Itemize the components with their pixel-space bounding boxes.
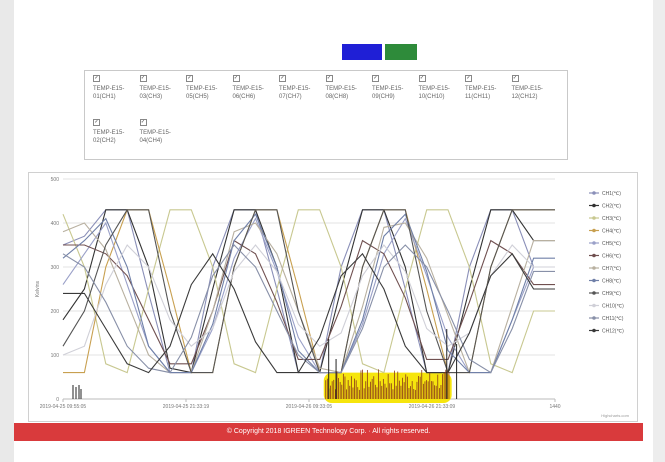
channel-label: TEMP-E15-12(CH12) [511,86,543,100]
y-axis-label: Kelvins [35,280,41,297]
channel-checkbox[interactable]: ✓ [186,75,193,82]
x-tick-label: 2019-04-26 09:33:05 [286,404,333,410]
legend-item: CH12(℃) [602,329,624,335]
legend-marker [592,216,596,220]
channel-checkbox[interactable]: ✓ [372,75,379,82]
series-line [63,239,555,365]
channel-checkbox[interactable]: ✓ [139,75,147,82]
channel-label: TEMP-E15-05(CH5) [186,86,218,100]
legend-item: CH5(℃) [602,241,621,247]
channel-label: TEMP-E15-01(CH1) [93,86,125,100]
legend-item: CH2(℃) [602,204,621,210]
channel-checkbox[interactable]: ✓ [325,75,333,82]
channel-label: TEMP-E15-06(CH6) [232,86,264,100]
channel-checkbox[interactable]: ✓ [139,119,147,126]
temperature-chart: 0 100 200 300 400 500 Kelvins 2019-04-25 09:55:… [28,172,638,422]
channel-checkbox[interactable]: ✓ [93,119,100,126]
x-tick-label: 2019-04-26 21:33:09 [409,404,456,410]
channel-checkbox[interactable]: ✓ [418,75,426,82]
legend-item: CH3(℃) [602,216,621,222]
series-line [62,209,555,374]
channel-option[interactable]: ✓ TEMP-E15-04(CH4) [139,119,182,145]
legend-item: CH9(℃) [602,291,621,297]
legend-marker [592,278,596,283]
x-tick-label: 2019-04-25 21:33:19 [163,404,210,410]
y-tick-label: 300 [51,265,60,271]
channel-option[interactable]: ✓ TEMP-E15-06(CH6) [232,75,275,101]
legend-marker [592,253,596,258]
right-margin [653,0,665,462]
channel-label: TEMP-E15-09(CH9) [372,86,404,100]
series-line [62,209,555,374]
y-tick-label: 200 [51,309,60,315]
y-tick-label: 0 [56,397,59,403]
channel-label: TEMP-E15-08(CH8) [325,86,357,100]
channel-option[interactable]: ✓ TEMP-E15-05(CH5) [186,75,228,101]
legend-marker [592,266,596,270]
secondary-action-button[interactable] [385,44,417,60]
series-line [62,213,555,374]
legend-item: CH11(℃) [602,316,624,322]
channel-checkbox[interactable]: ✓ [279,75,286,82]
legend-marker [592,328,596,333]
legend-marker [592,291,596,295]
legend-marker [592,316,596,320]
primary-action-button[interactable] [342,44,382,60]
channel-label: TEMP-E15-10(CH10) [418,86,450,100]
legend-item: CH8(℃) [602,279,621,285]
channel-checkbox[interactable]: ✓ [465,75,472,82]
legend-item: CH6(℃) [602,254,621,260]
footer-bar: © Copyright 2018 IGREEN Technology Corp.… [14,423,643,441]
left-margin [0,0,14,462]
legend-marker [592,228,596,233]
highlight-region [323,372,452,403]
legend-marker [592,241,596,245]
channel-option[interactable]: ✓ TEMP-E15-03(CH3) [139,75,182,101]
x-tick-label: 1440 [549,404,560,410]
y-tick-label: 500 [51,177,60,183]
x-tick-label: 2019-04-25 09:55:05 [40,404,87,410]
channel-checkbox[interactable]: ✓ [511,75,519,82]
chart-svg: 0 100 200 300 400 500 Kelvins 2019-04-25 09:55:… [35,177,630,418]
channel-label: TEMP-E15-07(CH7) [279,86,311,100]
channel-selector-panel: ✓ TEMP-E15-01(CH1) ✓ TEMP-E15-03(CH3) ✓ TEMP-… [84,70,568,160]
channel-option[interactable]: ✓ TEMP-E15-08(CH8) [325,75,368,101]
legend-marker [592,303,596,308]
chart-credit: Highcharts.com [601,413,629,418]
channel-option[interactable]: ✓ TEMP-E15-07(CH7) [279,75,321,101]
legend-item: CH7(℃) [602,266,621,272]
channel-option[interactable]: ✓ TEMP-E15-11(CH11) [465,75,507,101]
channel-label: TEMP-E15-11(CH11) [465,86,497,100]
channel-option[interactable]: ✓ TEMP-E15-09(CH9) [372,75,414,101]
channel-label: TEMP-E15-04(CH4) [139,130,171,144]
channel-option[interactable]: ✓ TEMP-E15-02(CH2) [93,119,135,145]
channel-checkbox[interactable]: ✓ [232,75,240,82]
legend-item: CH4(℃) [602,229,621,235]
channel-label: TEMP-E15-03(CH3) [139,86,171,100]
copyright-text: © Copyright 2018 IGREEN Technology Corp.… [226,428,431,435]
legend-marker [592,203,596,208]
y-tick-label: 100 [51,353,60,359]
legend-marker [592,191,596,195]
series-line [62,244,555,374]
channel-option[interactable]: ✓ TEMP-E15-12(CH12) [511,75,554,101]
legend-item: CH1(℃) [602,191,621,197]
legend-item: CH10(℃) [602,304,624,310]
series-line [63,252,555,374]
series-line [62,209,555,374]
channel-option[interactable]: ✓ TEMP-E15-01(CH1) [93,75,135,101]
channel-label: TEMP-E15-02(CH2) [93,130,125,144]
y-tick-label: 400 [51,221,60,227]
channel-checkbox[interactable]: ✓ [93,75,100,82]
channel-option[interactable]: ✓ TEMP-E15-10(CH10) [418,75,461,101]
